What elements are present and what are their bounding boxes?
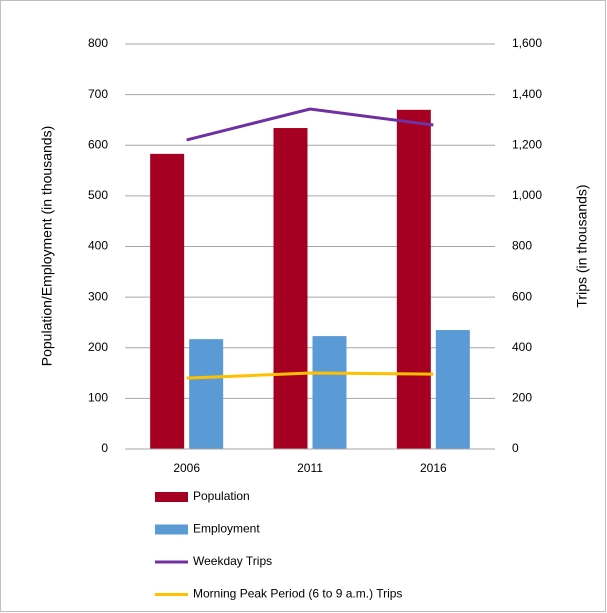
line bbox=[186, 371, 434, 380]
legend-label: Morning Peak Period (6 to 9 a.m.) Trips bbox=[193, 587, 402, 601]
y-tick-label: 0 bbox=[101, 441, 108, 455]
x-tick-label: 2011 bbox=[297, 461, 323, 475]
legend-label: Population bbox=[193, 489, 250, 503]
y-tick-label: 700 bbox=[88, 87, 108, 101]
y2-tick-label: 400 bbox=[512, 340, 532, 354]
x-tick-label: 2016 bbox=[420, 461, 447, 475]
y2-tick-label: 1,200 bbox=[512, 137, 542, 151]
y2-tick-label: 1,000 bbox=[512, 188, 542, 202]
y-tick-label: 200 bbox=[88, 340, 108, 354]
legend-label: Weekday Trips bbox=[193, 554, 272, 568]
y-tick-label: 600 bbox=[88, 137, 108, 151]
x-tick-label: 2006 bbox=[173, 461, 200, 475]
y-tick-label: 400 bbox=[88, 239, 108, 253]
y-tick-label: 300 bbox=[88, 289, 108, 303]
y2-tick-label: 800 bbox=[512, 239, 532, 253]
bar bbox=[312, 336, 347, 449]
bar bbox=[435, 330, 470, 449]
line bbox=[186, 107, 434, 142]
y2-tick-label: 1,400 bbox=[512, 87, 542, 101]
bar bbox=[150, 153, 185, 449]
y2-tick-label: 0 bbox=[512, 441, 519, 455]
y-tick-label: 100 bbox=[88, 391, 108, 405]
bar bbox=[189, 339, 224, 449]
y2-tick-label: 600 bbox=[512, 289, 532, 303]
y-tick-label: 500 bbox=[88, 188, 108, 202]
y2-tick-label: 1,600 bbox=[512, 36, 542, 50]
y2-axis-title: Trips (in thousands) bbox=[574, 184, 590, 307]
y-axis-title: Population/Employment (in thousands) bbox=[39, 126, 55, 366]
bar bbox=[396, 109, 431, 449]
legend-label: Employment bbox=[193, 522, 260, 536]
legend-swatch bbox=[155, 492, 188, 502]
bar bbox=[273, 128, 308, 449]
y2-tick-label: 200 bbox=[512, 391, 532, 405]
legend-swatch bbox=[155, 524, 188, 535]
y-tick-label: 800 bbox=[88, 36, 108, 50]
